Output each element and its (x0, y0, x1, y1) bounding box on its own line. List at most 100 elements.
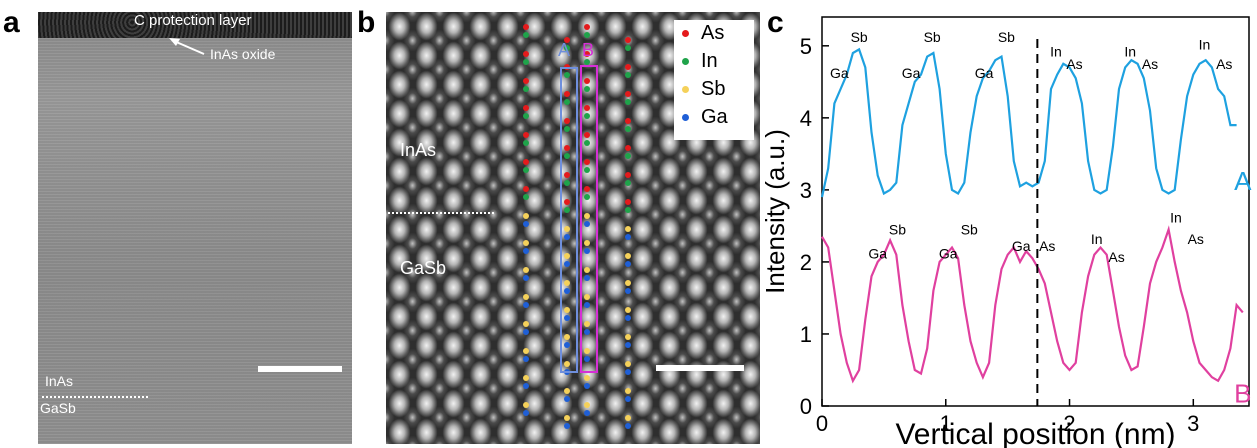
atom-marker (523, 186, 529, 192)
atom-marker (564, 226, 570, 232)
atom-marker (523, 167, 529, 173)
atom-marker (584, 267, 590, 273)
atom-marker (564, 280, 570, 286)
atom-marker (564, 180, 570, 186)
panel-a-letter: a (3, 6, 20, 39)
peak-label: As (1216, 56, 1232, 72)
atom-marker (523, 321, 529, 327)
atom-marker (564, 172, 570, 178)
atom-marker (564, 37, 570, 43)
atom-marker (564, 72, 570, 78)
atom-marker (625, 423, 631, 429)
atom-marker (523, 105, 529, 111)
atom-marker (564, 118, 570, 124)
legend-item-sb: Sb (682, 78, 725, 101)
atom-marker (584, 194, 590, 200)
atom-marker (523, 248, 529, 254)
atom-marker (523, 132, 529, 138)
atom-marker (584, 275, 590, 281)
atom-marker (625, 369, 631, 375)
atom-marker (625, 199, 631, 205)
atom-marker (564, 207, 570, 213)
atom-marker (523, 213, 529, 219)
x-axis-ticks: 0 1 2 3 (816, 399, 1199, 436)
atom-marker (564, 288, 570, 294)
atom-marker (584, 329, 590, 335)
column-b-box (580, 65, 598, 373)
column-b-label: B (582, 40, 595, 60)
atom-marker (625, 253, 631, 259)
atom-marker (584, 356, 590, 362)
y-tick-label: 3 (800, 178, 812, 203)
atom-marker (625, 207, 631, 213)
atom-marker (523, 240, 529, 246)
atom-marker (564, 396, 570, 402)
peak-label: Sb (961, 222, 978, 238)
x-tick-label: 1 (940, 411, 952, 436)
series-lines (820, 47, 1244, 384)
atom-marker (625, 45, 631, 51)
legend-dot-icon (682, 114, 689, 122)
panel-b-haadf-image: InAs GaSb A B As In Sb Ga (386, 12, 760, 444)
atom-marker (584, 221, 590, 227)
atom-marker (523, 383, 529, 389)
column-a-box (560, 67, 578, 373)
atom-marker (584, 132, 590, 138)
atom-marker (625, 334, 631, 340)
atom-marker (584, 51, 590, 57)
series-line-b (821, 225, 1244, 384)
atom-marker (625, 288, 631, 294)
oxide-label: InAs oxide (210, 46, 276, 62)
atom-marker (625, 118, 631, 124)
atom-marker (564, 153, 570, 159)
peak-label: Ga (939, 245, 958, 261)
panel-a-interface-line (42, 396, 148, 398)
legend-dot-icon (682, 30, 689, 38)
atom-marker (584, 213, 590, 219)
peak-label: In (1199, 36, 1211, 52)
atom-marker (625, 396, 631, 402)
plot-frame (821, 16, 1250, 407)
atom-marker (625, 91, 631, 97)
legend-item-ga: Ga (682, 106, 728, 129)
atom-marker (584, 402, 590, 408)
panel-a-bottom-layer-label: GaSb (40, 400, 76, 416)
atom-marker (564, 45, 570, 51)
atom-marker (584, 140, 590, 146)
atom-marker (625, 64, 631, 70)
peak-label: Sb (851, 29, 868, 45)
oxide-arrow-icon (169, 38, 205, 55)
series-line-a (820, 47, 1237, 198)
x-tick-label: 0 (816, 411, 828, 436)
atom-marker (564, 253, 570, 259)
atom-marker (584, 59, 590, 65)
cap-layer-label: C protection layer (134, 12, 252, 29)
atom-marker (584, 113, 590, 119)
atom-marker (564, 342, 570, 348)
peak-label: In (1170, 209, 1182, 225)
atom-marker (625, 361, 631, 367)
x-axis-label: Vertical position (nm) (895, 418, 1175, 448)
y-tick-label: 5 (800, 34, 812, 59)
atom-marker (625, 172, 631, 178)
atom-marker (523, 59, 529, 65)
peak-label: Sb (924, 29, 941, 45)
y-tick-label: 4 (800, 106, 812, 131)
panel-c-letter: c (767, 6, 784, 39)
atom-marker (523, 221, 529, 227)
legend-dot-icon (682, 58, 689, 66)
atom-marker (564, 388, 570, 394)
panel-b-bottom-layer-label: GaSb (400, 258, 447, 278)
atom-marker (523, 410, 529, 416)
atom-marker (564, 261, 570, 267)
panel-b-interface-line (388, 212, 494, 214)
peak-label: As (1188, 231, 1204, 247)
panel-a-tem-image: C protection layer InAs oxide InAs GaSb (38, 12, 352, 444)
atom-marker (625, 342, 631, 348)
atom-marker (523, 275, 529, 281)
atom-marker (523, 348, 529, 354)
column-a-label: A (558, 40, 571, 60)
peak-label: In (1050, 44, 1062, 60)
